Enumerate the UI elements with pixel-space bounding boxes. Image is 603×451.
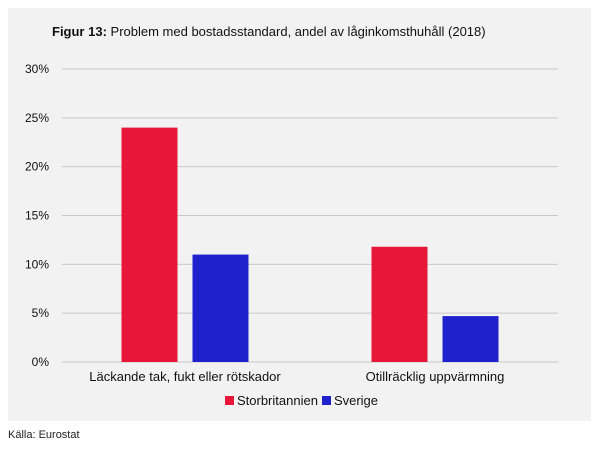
legend-swatch xyxy=(321,396,331,405)
x-tick-label: Läckande tak, fukt eller rötskador xyxy=(89,369,281,384)
y-tick-label: 0% xyxy=(32,355,50,369)
figure-number: Figur 13: xyxy=(52,24,107,39)
chart-legend: Storbritannien Sverige xyxy=(0,393,603,408)
x-tick-label: Otillräcklig uppvärmning xyxy=(366,369,505,384)
legend-label: Sverige xyxy=(333,393,379,408)
y-tick-label: 10% xyxy=(25,257,49,271)
bar xyxy=(371,246,428,362)
y-tick-label: 20% xyxy=(25,160,49,174)
source-note: Källa: Eurostat xyxy=(8,429,80,441)
y-tick-label: 5% xyxy=(32,306,50,320)
chart-title: Figur 13: Problem med bostadsstandard, a… xyxy=(52,24,486,39)
legend-item: Storbritannien xyxy=(224,393,318,408)
y-tick-label: 15% xyxy=(25,209,49,223)
bar xyxy=(442,316,499,362)
legend-swatch xyxy=(224,396,234,405)
legend-label: Storbritannien xyxy=(236,393,318,408)
figure-title: Problem med bostadsstandard, andel av lå… xyxy=(110,24,486,39)
y-tick-label: 30% xyxy=(25,62,49,76)
bar xyxy=(121,127,178,362)
bar xyxy=(192,254,249,362)
legend-item: Sverige xyxy=(321,393,379,408)
y-tick-label: 25% xyxy=(25,111,49,125)
